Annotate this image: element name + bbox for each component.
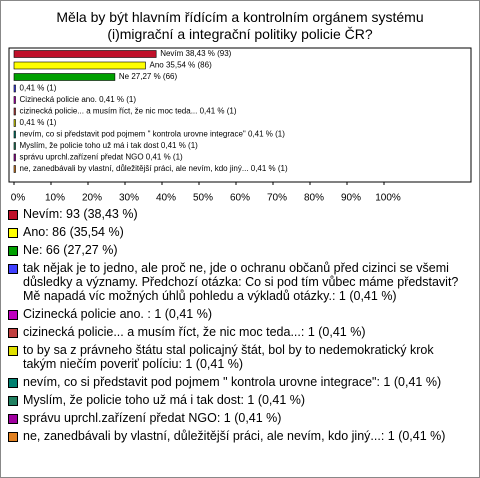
legend-swatch xyxy=(8,432,18,442)
legend-swatch xyxy=(8,310,18,320)
x-tick-label: 60% xyxy=(230,193,250,204)
legend-swatch xyxy=(8,228,18,238)
x-tick-label: 90% xyxy=(341,193,361,204)
bar xyxy=(13,153,16,162)
legend-item: to by sa z právneho štátu stal policajný… xyxy=(8,343,470,371)
x-tick-label: 100% xyxy=(375,193,401,204)
bar xyxy=(13,130,16,139)
legend-swatch xyxy=(8,396,18,406)
x-tick-label: 10% xyxy=(45,193,65,204)
legend-swatch xyxy=(8,346,18,356)
legend-swatch xyxy=(8,378,18,388)
value-label: 0,41 % (1) xyxy=(20,84,57,93)
legend-item: cizinecká policie... a musím říct, že ni… xyxy=(8,325,470,339)
bar xyxy=(13,107,16,116)
legend-swatch xyxy=(8,210,18,220)
legend-swatch xyxy=(8,246,18,256)
legend-text: to by sa z právneho štátu stal policajný… xyxy=(23,343,434,371)
legend-swatch xyxy=(8,414,18,424)
legend-item: Ne: 66 (27,27 %) xyxy=(8,243,470,257)
legend-text: tak nějak je to jedno, ale proč ne, jde … xyxy=(23,261,459,303)
value-label: 0,41 % (1) xyxy=(20,118,57,127)
x-tick-label: 0% xyxy=(11,193,26,204)
value-label: Ne 27,27 % (66) xyxy=(119,72,178,81)
bar xyxy=(13,61,146,70)
legend-text: Ano: 86 (35,54 %) xyxy=(23,225,124,239)
legend-item: tak nějak je to jedno, ale proč ne, jde … xyxy=(8,261,470,303)
value-label: Ano 35,54 % (86) xyxy=(149,61,212,70)
value-label: Nevím 38,43 % (93) xyxy=(160,49,231,58)
legend-item: správu uprchl.zařízení předat NGO: 1 (0,… xyxy=(8,411,470,425)
value-label: Myslím, že policie toho už má i tak dost… xyxy=(20,141,199,150)
legend-text: Nevím: 93 (38,43 %) xyxy=(23,207,138,221)
legend-text: správu uprchl.zařízení předat NGO: 1 (0,… xyxy=(23,411,282,425)
value-label: Cizinecká policie ano. 0,41 % (1) xyxy=(20,95,137,104)
bar xyxy=(13,84,16,93)
legend-text: Cizinecká policie ano. : 1 (0,41 %) xyxy=(23,307,212,321)
plot-frame xyxy=(8,47,472,183)
bar xyxy=(13,142,16,150)
legend-item: nevím, co si představit pod pojmem " kon… xyxy=(8,375,470,389)
legend-text: ne, zanedbávali by vlastní, důležitější … xyxy=(23,429,446,443)
value-label: ne, zanedbávali by vlastní, důležitější … xyxy=(20,164,288,173)
legend-item: ne, zanedbávali by vlastní, důležitější … xyxy=(8,429,470,443)
x-tick-label: 50% xyxy=(193,193,213,204)
legend: Nevím: 93 (38,43 %) Ano: 86 (35,54 %) Ne: … xyxy=(8,207,470,447)
bar xyxy=(13,119,16,127)
x-tick-label: 30% xyxy=(119,193,139,204)
legend-text: cizinecká policie... a musím říct, že ni… xyxy=(23,325,366,339)
x-tick-label: 80% xyxy=(304,193,324,204)
bar xyxy=(13,96,16,104)
value-label: správu uprchl.zařízení předat NGO 0,41 %… xyxy=(20,153,184,162)
chart: 0% 10% 20% 30% 40% 50% 60% 70% 80% 90% 100% Nevím 3… xyxy=(8,47,472,204)
legend-swatch xyxy=(8,328,18,338)
legend-text: Myslím, že policie toho už má i tak dost… xyxy=(23,393,306,407)
value-label: cizinecká policie... a musím říct, že ni… xyxy=(20,107,237,116)
legend-item: Nevím: 93 (38,43 %) xyxy=(8,207,470,221)
legend-item: Myslím, že policie toho už má i tak dost… xyxy=(8,393,470,407)
bar xyxy=(13,50,157,58)
legend-text: Ne: 66 (27,27 %) xyxy=(23,243,118,257)
value-label: nevím, co si představit pod pojmem " kon… xyxy=(20,130,286,139)
legend-swatch xyxy=(8,264,18,274)
legend-text: nevím, co si představit pod pojmem " kon… xyxy=(23,375,442,389)
bar xyxy=(13,165,16,173)
x-tick-label: 40% xyxy=(156,193,176,204)
x-tick-label: 70% xyxy=(267,193,287,204)
legend-item: Ano: 86 (35,54 %) xyxy=(8,225,470,239)
legend-item: Cizinecká policie ano. : 1 (0,41 %) xyxy=(8,307,470,321)
bar xyxy=(13,73,116,81)
chart-title: Měla by být hlavním řídícím a kontrolním… xyxy=(56,9,424,42)
x-tick-label: 20% xyxy=(82,193,102,204)
